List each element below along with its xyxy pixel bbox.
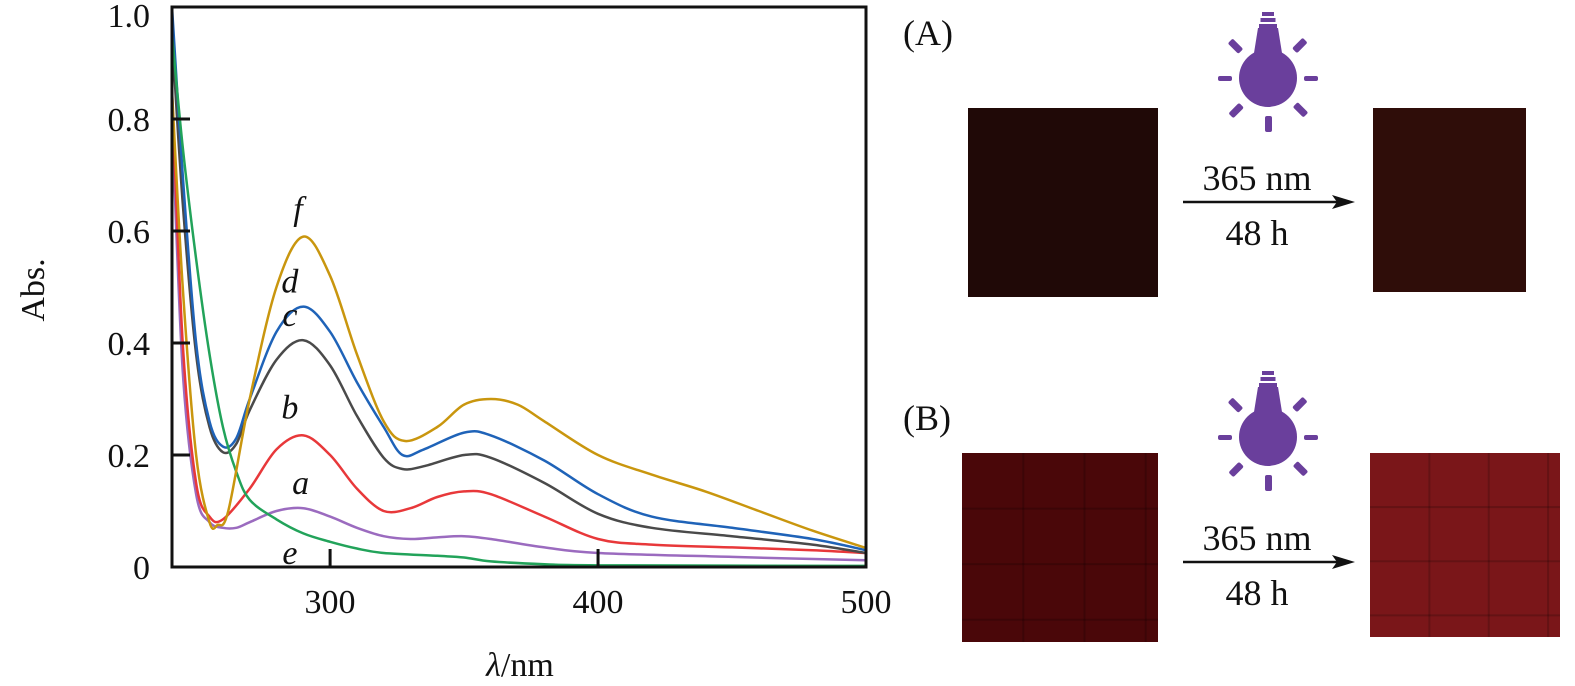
curves <box>170 6 867 568</box>
arrow-head <box>1332 195 1355 209</box>
y-tick-labels: 0 0.2 0.4 0.6 0.8 1.0 <box>108 0 151 587</box>
series-line-f <box>170 90 867 550</box>
series-label-c: c <box>282 297 297 334</box>
y-tick-label: 0.6 <box>108 214 151 251</box>
y-tick-label: 1.0 <box>108 0 151 35</box>
arrow-head <box>1332 555 1355 569</box>
series-line-b <box>170 90 867 555</box>
x-tick-labels: 300 400 500 <box>305 584 892 621</box>
series-line-e <box>170 34 867 568</box>
x-tick-label: 500 <box>841 584 892 621</box>
light-bulb-icon <box>1218 12 1318 132</box>
x-tick-label: 400 <box>573 584 624 621</box>
panel-A: (A) 365 nm 48 h <box>903 12 1526 297</box>
sample-photo-after <box>1370 453 1560 637</box>
absorbance-chart: 0 0.2 0.4 0.6 0.8 1.0 300 400 500 λ/nm A… <box>15 0 892 684</box>
panel-label: (B) <box>903 398 951 438</box>
time-label: 48 h <box>1226 573 1289 613</box>
wavelength-label: 365 nm <box>1202 518 1311 558</box>
panel-B: (B) 365 nm 48 h <box>903 371 1560 642</box>
panel-label: (A) <box>903 13 953 53</box>
series-label-d: d <box>281 264 299 301</box>
sample-photo-before <box>968 108 1158 297</box>
series-label-a: a <box>292 465 309 502</box>
plot-frame <box>170 5 868 569</box>
series-labels: a b cd e f <box>281 191 309 572</box>
sample-photo-after <box>1373 108 1526 292</box>
y-tick-label: 0 <box>133 550 150 587</box>
series-line-c <box>170 34 867 555</box>
wavelength-label: 365 nm <box>1202 158 1311 198</box>
series-label-e: e <box>282 535 297 572</box>
y-tick-label: 0.4 <box>108 326 151 363</box>
ticks <box>172 117 600 567</box>
series-label-f: f <box>293 191 307 228</box>
sample-photo-before <box>962 453 1158 642</box>
series-line-d <box>170 6 867 552</box>
series-label-b: b <box>281 390 298 427</box>
series-line-a <box>170 118 867 562</box>
x-axis-label: λ/nm <box>485 647 554 684</box>
light-bulb-icon <box>1218 371 1318 491</box>
x-tick-label: 300 <box>305 584 356 621</box>
time-label: 48 h <box>1226 213 1289 253</box>
y-tick-label: 0.8 <box>108 102 151 139</box>
y-axis-label: Abs. <box>15 258 52 321</box>
y-tick-label: 0.2 <box>108 438 151 475</box>
